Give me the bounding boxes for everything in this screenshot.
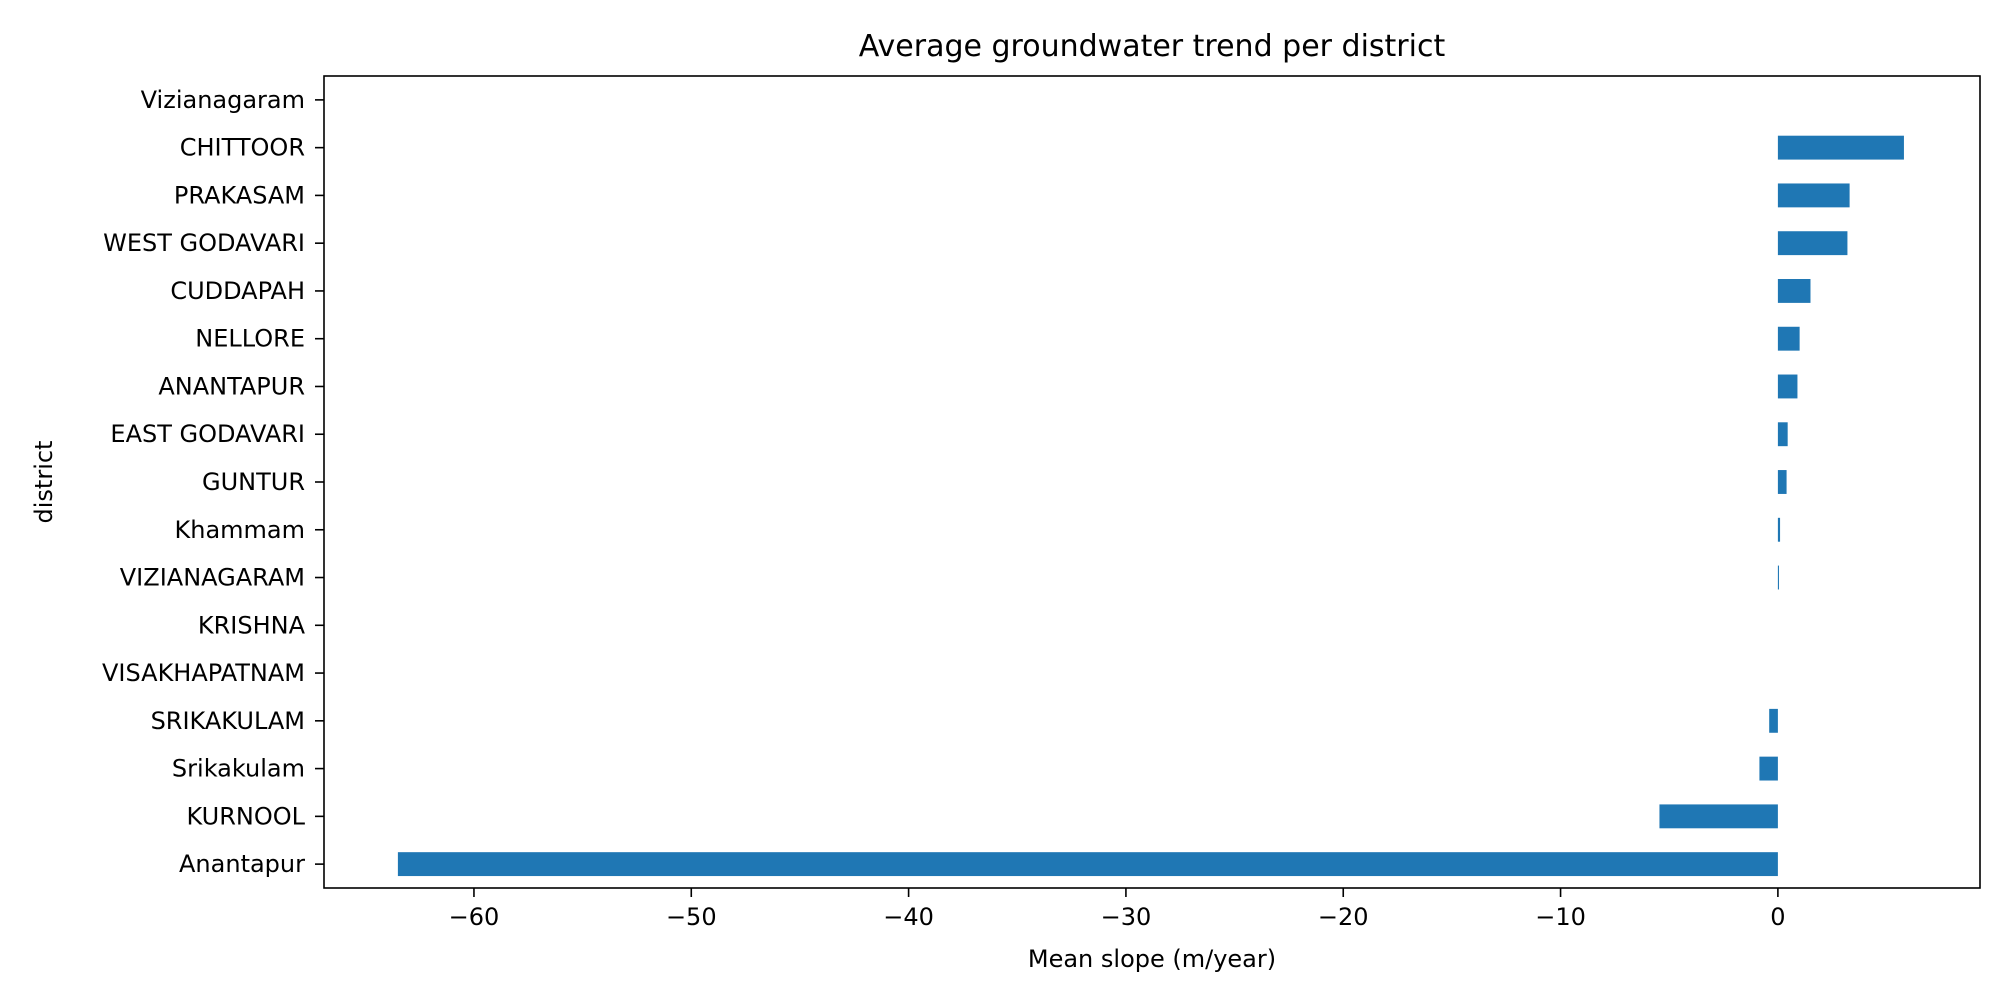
y-tick-label-cuddapah-4: CUDDAPAH (170, 277, 305, 305)
x-tick-label: −30 (1101, 903, 1152, 931)
bar-west-godavari-3 (1777, 231, 1848, 256)
bar-kurnool-15 (1659, 804, 1778, 829)
bar-srikakulam-14 (1759, 756, 1778, 781)
y-tick-label-khammam-9: Khammam (175, 516, 306, 544)
x-tick-label: −10 (1535, 903, 1586, 931)
bar-srikakulam-13 (1769, 708, 1778, 733)
bar-nellore-5 (1777, 326, 1800, 351)
bar-anantapur-16 (397, 852, 1778, 877)
chart-title: Average groundwater trend per district (859, 29, 1446, 64)
y-tick-label-vizianagaram-0: Vizianagaram (141, 86, 305, 114)
bar-east-godavari-7 (1777, 422, 1788, 447)
y-tick-label-krishna-11: KRISHNA (198, 611, 306, 639)
y-tick-label-visakhapatnam-12: VISAKHAPATNAM (102, 659, 305, 687)
x-axis-label: Mean slope (m/year) (1028, 945, 1276, 973)
y-tick-label-srikakulam-13: SRIKAKULAM (151, 707, 305, 735)
bars-layer (397, 135, 1904, 877)
y-tick-label-chittoor-1: CHITTOOR (180, 134, 305, 162)
y-tick-label-anantapur-6: ANANTAPUR (158, 372, 305, 400)
y-tick-label-guntur-8: GUNTUR (202, 468, 305, 496)
bar-cuddapah-4 (1777, 279, 1811, 303)
y-tick-label-east-godavari-7: EAST GODAVARI (110, 420, 305, 448)
x-tick-label: −60 (449, 903, 500, 931)
x-tick-label: −50 (666, 903, 717, 931)
bar-chittoor-1 (1777, 135, 1904, 160)
x-tick-label: 0 (1770, 903, 1785, 931)
y-tick-label-anantapur-16: Anantapur (179, 850, 305, 878)
y-tick-label-nellore-5: NELLORE (195, 325, 305, 353)
plot-frame (323, 75, 1981, 889)
y-axis-label: district (30, 441, 58, 524)
y-tick-label-kurnool-15: KURNOOL (187, 802, 306, 830)
x-axis-ticks: −60 −50 −40 −30 −20 −10 0 (449, 888, 1786, 931)
y-axis-ticks: Vizianagaram CHITTOOR PRAKASAM WEST GODAVAR… (102, 86, 324, 878)
x-tick-label: −20 (1318, 903, 1369, 931)
y-tick-label-srikakulam-14: Srikakulam (172, 755, 305, 783)
y-tick-label-prakasam-2: PRAKASAM (174, 181, 305, 209)
bar-vizianagaram-10 (1777, 565, 1779, 590)
bar-khammam-9 (1777, 517, 1781, 542)
bar-prakasam-2 (1777, 183, 1850, 208)
y-tick-label-vizianagaram-10: VIZIANAGARAM (120, 564, 305, 592)
y-tick-label-west-godavari-3: WEST GODAVARI (103, 229, 305, 257)
bar-guntur-8 (1777, 470, 1787, 494)
x-tick-label: −40 (883, 903, 934, 931)
bar-anantapur-6 (1777, 374, 1798, 399)
